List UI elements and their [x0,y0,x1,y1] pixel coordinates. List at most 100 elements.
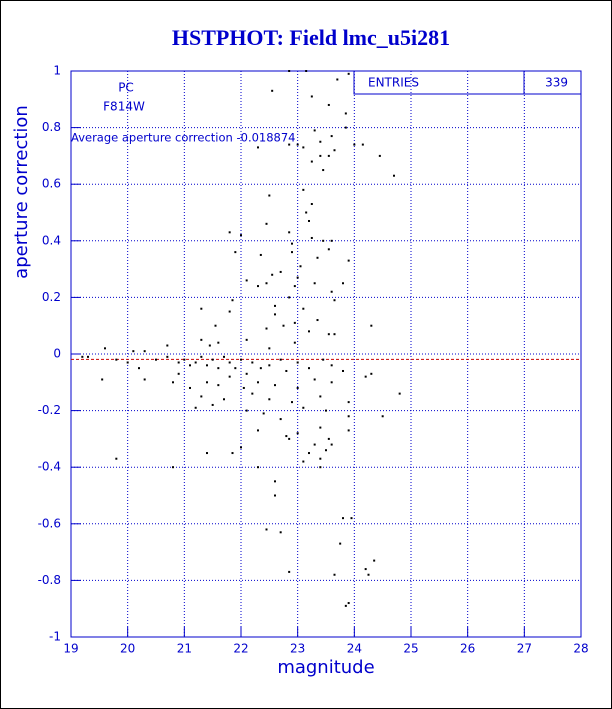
point [330,135,333,138]
point [302,188,305,191]
annotation: F814W [103,100,145,114]
point [333,333,336,336]
y-tick-label: -0.8 [38,573,61,587]
point [316,319,319,322]
point [344,126,347,129]
point [265,327,268,330]
point [296,361,299,364]
point [333,149,336,152]
point [378,154,381,157]
stats-label: ENTRIES [368,76,419,90]
point [288,231,291,234]
point [288,437,291,440]
point [308,452,310,455]
point [245,409,248,412]
point [257,146,259,149]
point [87,355,89,358]
point [327,333,330,336]
point [166,344,169,347]
point [367,573,370,576]
point [299,265,302,268]
point [364,375,367,378]
point [172,466,174,469]
point [240,446,242,449]
point [138,367,140,370]
point [172,381,174,384]
y-tick-label: 1 [53,64,61,78]
point [288,70,291,72]
point [189,364,191,367]
y-tick-label: -0.2 [38,403,61,417]
point [274,494,276,497]
point [228,310,231,313]
point [336,78,339,81]
point [262,412,265,415]
point [228,361,231,364]
point [231,452,234,455]
point [319,426,322,429]
y-tick-label: 0.8 [42,120,61,134]
point [381,415,384,418]
point [217,384,220,387]
x-tick-label: 25 [403,642,418,656]
point [81,355,84,358]
point [330,381,333,384]
point [291,242,293,245]
point [194,406,197,409]
point [245,338,248,341]
x-tick-label: 19 [63,642,78,656]
point [325,409,327,412]
y-tick-label: -1 [49,630,61,644]
point [310,203,313,206]
point [288,143,291,146]
point [393,174,395,177]
point [279,418,282,421]
point [342,369,344,372]
point [347,415,350,418]
point [288,570,291,573]
point [268,364,271,367]
point [208,344,211,347]
point [101,378,104,381]
point [223,355,225,358]
point [200,355,203,358]
x-tick-label: 21 [177,642,192,656]
point [322,169,325,172]
point [279,358,282,361]
point [115,457,118,460]
point [206,452,208,455]
point [194,361,197,364]
point [288,296,291,299]
point [115,358,118,361]
point [177,372,180,375]
point [206,364,208,367]
point [327,154,330,157]
point [234,367,237,370]
point [268,398,271,401]
point [296,432,299,435]
point [265,282,268,285]
point [330,364,333,367]
point [231,299,234,302]
stats-value: 339 [545,76,568,90]
point [302,406,305,409]
point [234,251,237,254]
point [310,95,313,98]
point [259,253,262,256]
point [155,358,157,361]
x-tick-label: 28 [573,642,588,656]
point [339,542,342,545]
point [285,435,288,438]
point [293,341,296,344]
point [302,307,305,310]
point [293,321,296,324]
point [291,251,293,254]
point [327,437,330,440]
point [316,256,319,259]
point [268,347,271,350]
point [245,279,248,282]
y-tick-label: 0 [53,347,61,361]
point [279,270,282,273]
point [330,443,333,446]
point [228,375,231,378]
